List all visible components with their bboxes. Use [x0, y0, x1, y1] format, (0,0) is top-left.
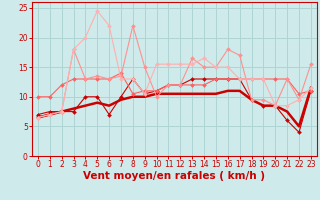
X-axis label: Vent moyen/en rafales ( km/h ): Vent moyen/en rafales ( km/h ): [84, 171, 265, 181]
